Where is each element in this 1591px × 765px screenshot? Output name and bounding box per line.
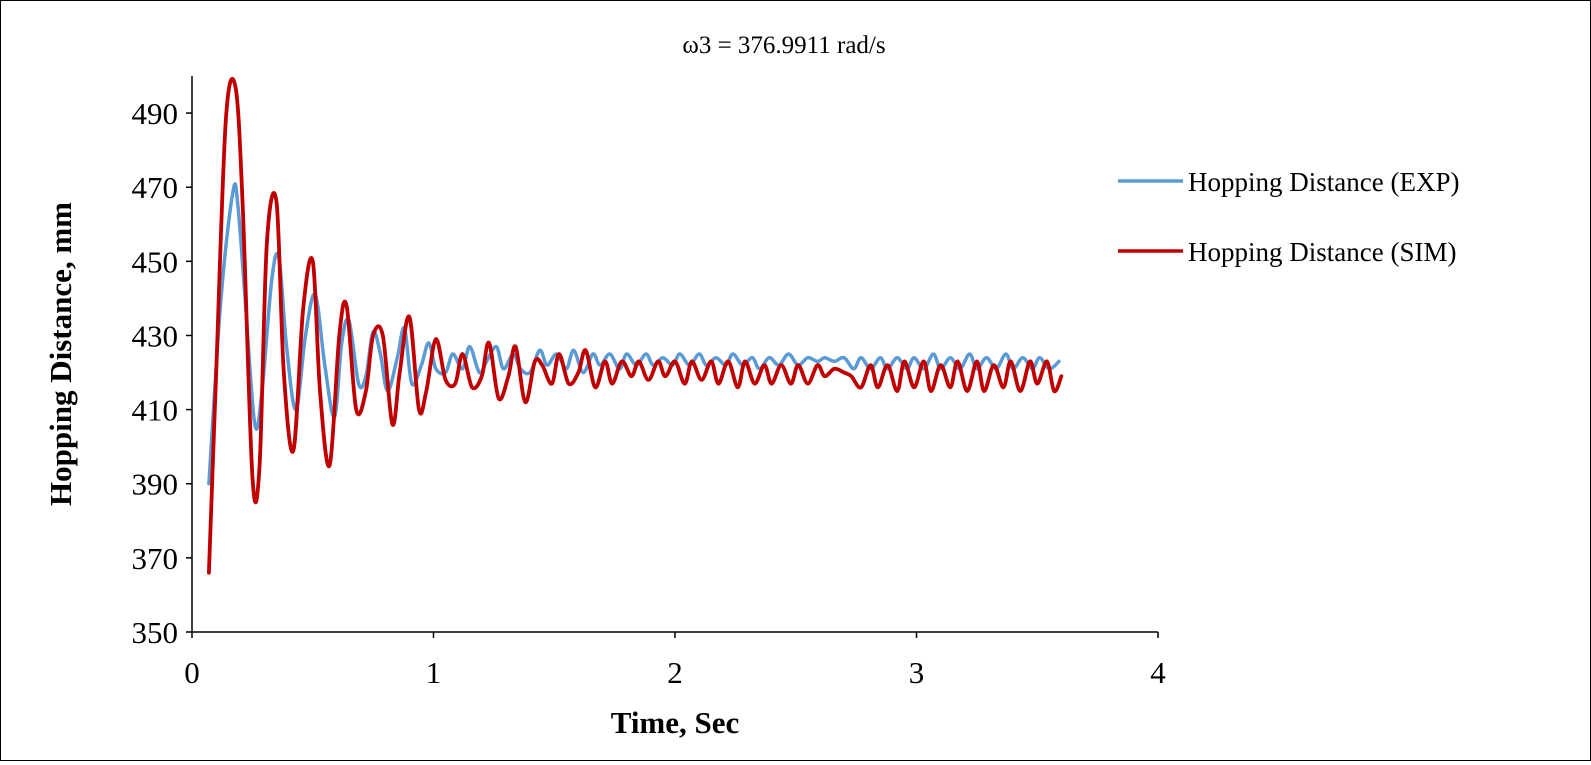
- y-tick-label: 430: [132, 318, 179, 353]
- series-layer: [207, 76, 1064, 575]
- x-tick-label: 4: [1150, 655, 1166, 690]
- y-axis-title: Hopping Distance, mm: [43, 202, 78, 506]
- y-ticks: 350 370 390 410 430 450 470 490: [132, 96, 192, 650]
- x-tick-label: 3: [909, 655, 925, 690]
- series-line-exp: [207, 182, 1061, 486]
- series-line-sim: [207, 76, 1064, 575]
- chart-title: ω3 = 376.9911 rad/s: [682, 32, 885, 59]
- y-tick-label: 450: [132, 244, 179, 279]
- x-tick-label: 2: [667, 655, 683, 690]
- legend-item-sim: Hopping Distance (SIM): [1118, 237, 1456, 267]
- x-tick-label: 1: [426, 655, 442, 690]
- y-tick-label: 410: [132, 393, 179, 428]
- x-axis-title: Time, Sec: [611, 705, 740, 740]
- x-tick-label: 0: [184, 655, 200, 690]
- y-tick-label: 470: [132, 170, 179, 205]
- y-tick-label: 370: [132, 541, 179, 576]
- y-tick-label: 350: [132, 615, 179, 650]
- x-ticks: 0 1 2 3 4: [184, 632, 1166, 690]
- y-tick-label: 390: [132, 467, 179, 502]
- legend-label-sim: Hopping Distance (SIM): [1188, 237, 1456, 267]
- y-tick-label: 490: [132, 96, 179, 131]
- legend-item-exp: Hopping Distance (EXP): [1118, 167, 1459, 197]
- legend: Hopping Distance (EXP) Hopping Distance …: [1118, 167, 1459, 267]
- legend-label-exp: Hopping Distance (EXP): [1188, 167, 1459, 197]
